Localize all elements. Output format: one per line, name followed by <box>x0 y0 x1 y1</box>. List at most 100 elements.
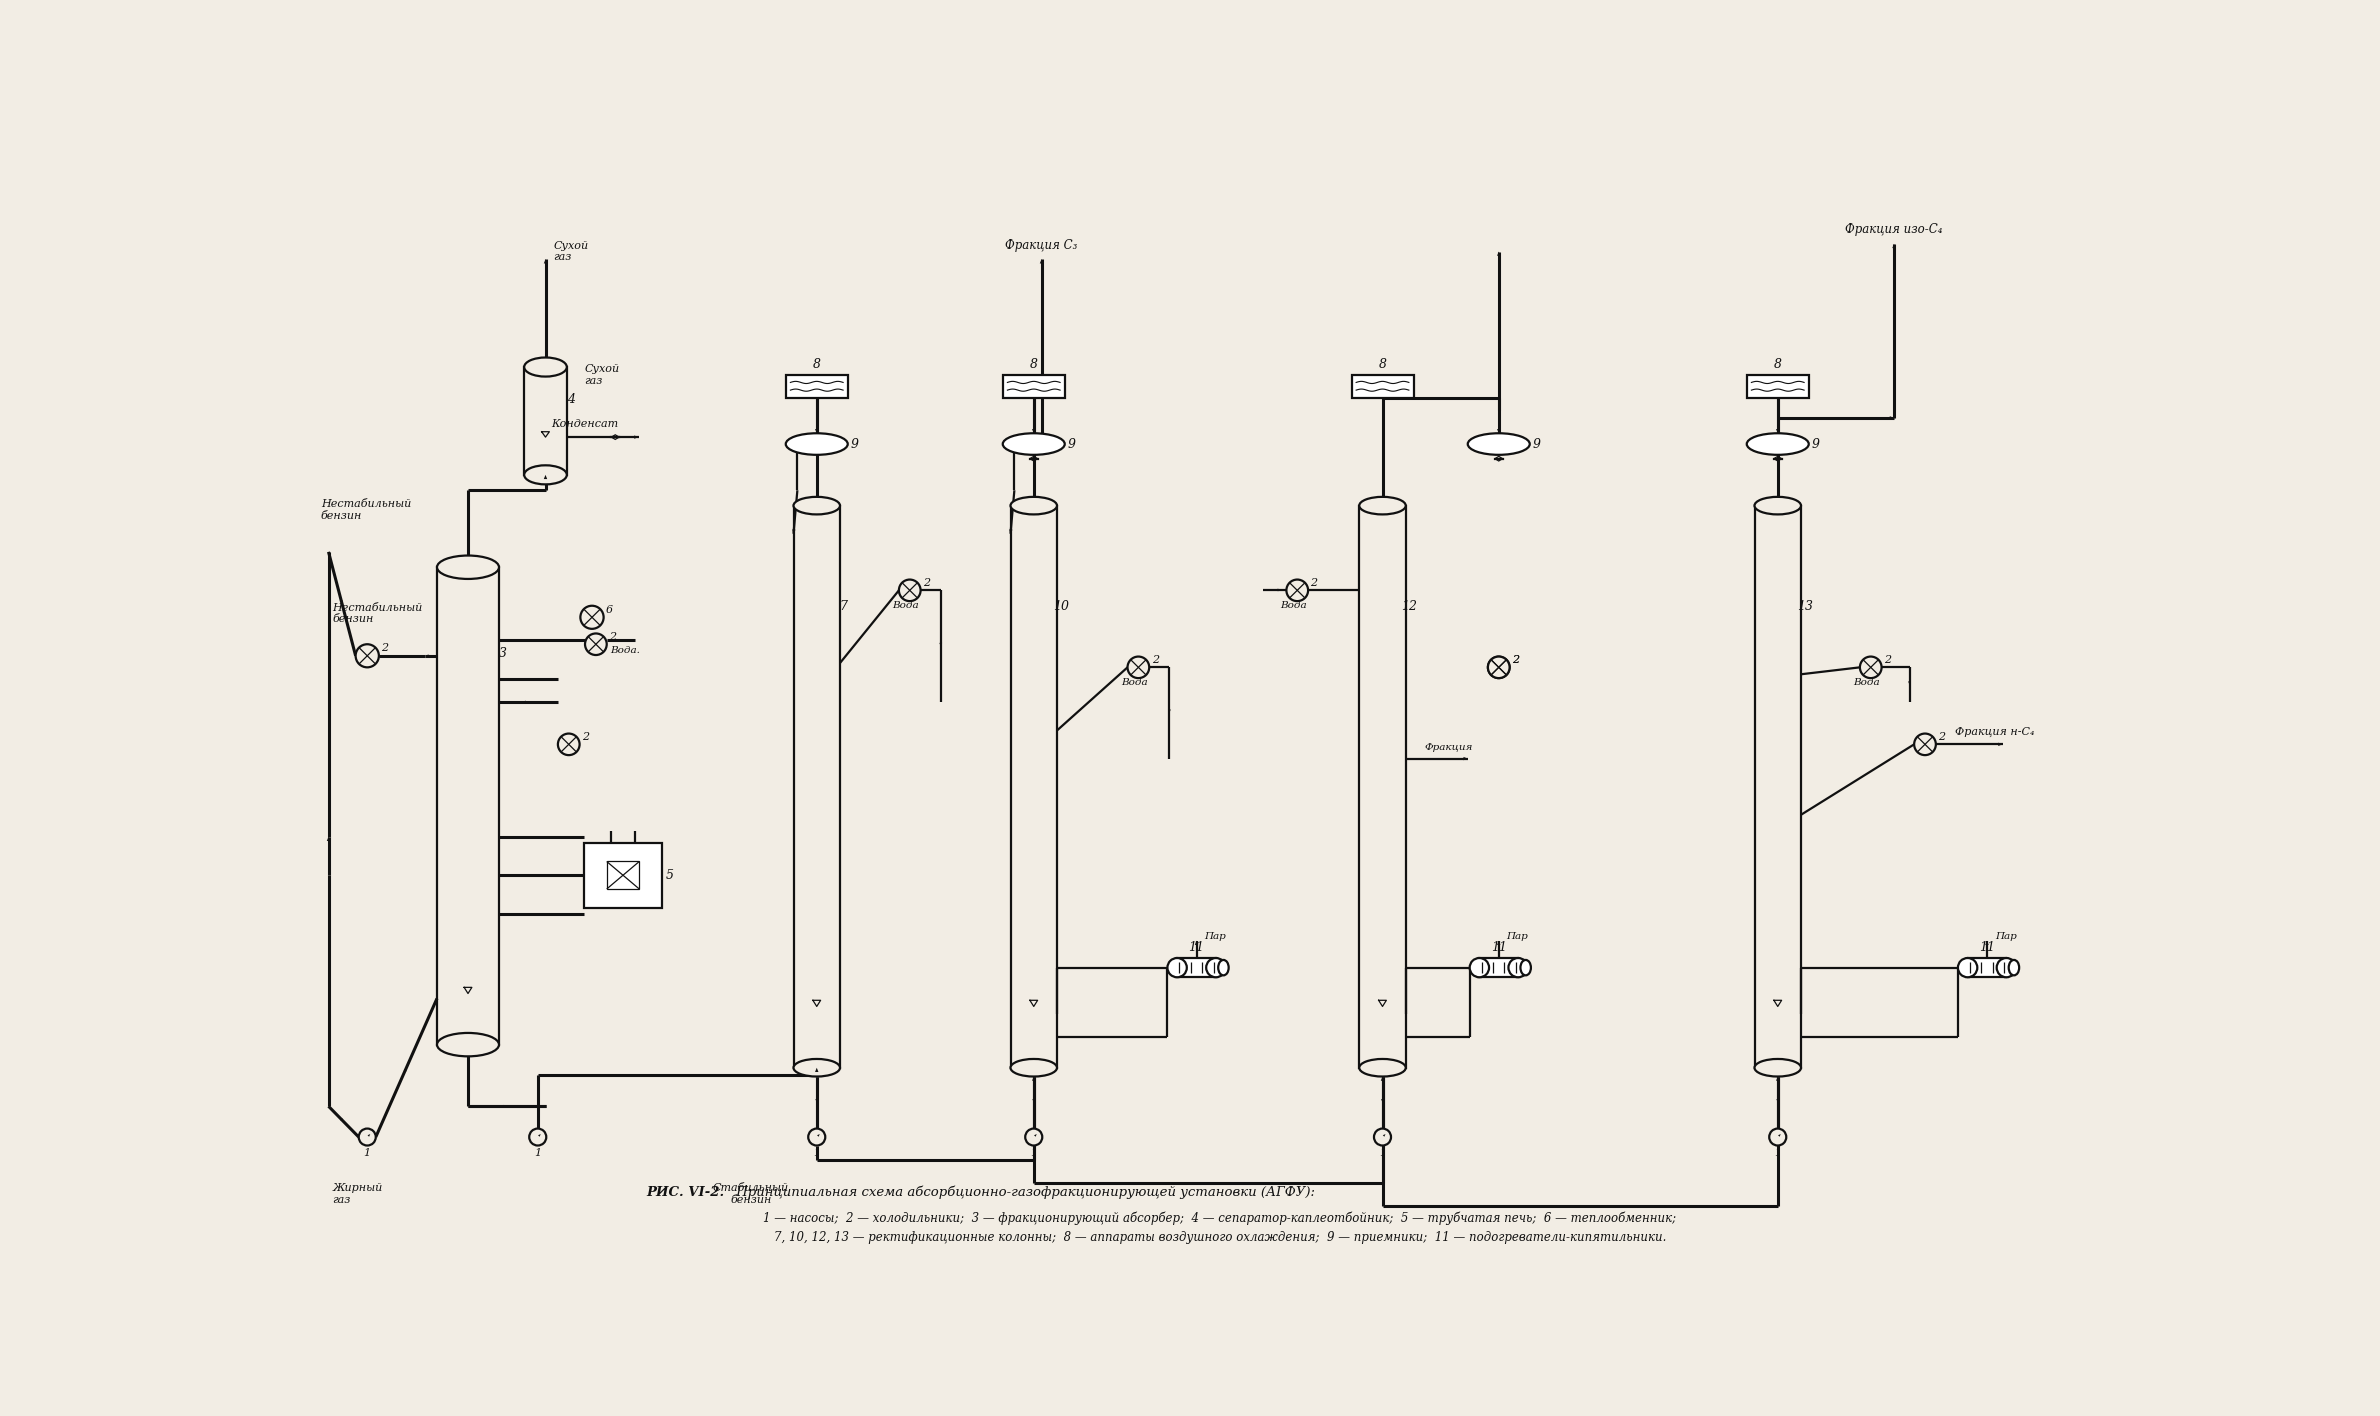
Text: 2: 2 <box>1311 578 1319 588</box>
Polygon shape <box>814 1068 819 1072</box>
Polygon shape <box>1497 429 1499 433</box>
Text: 2: 2 <box>609 632 616 641</box>
Text: 13: 13 <box>1797 600 1814 613</box>
Polygon shape <box>1909 681 1911 685</box>
Text: Фракция н-C₄: Фракция н-C₄ <box>1954 726 2035 736</box>
Text: 3: 3 <box>500 647 507 660</box>
Text: 1: 1 <box>533 1148 540 1158</box>
Polygon shape <box>793 530 795 534</box>
Circle shape <box>581 606 605 629</box>
Ellipse shape <box>524 357 566 377</box>
Ellipse shape <box>1468 433 1530 455</box>
Circle shape <box>359 1129 376 1146</box>
Circle shape <box>585 633 607 656</box>
Text: 2: 2 <box>1937 732 1944 742</box>
Text: 1: 1 <box>364 1148 371 1158</box>
Polygon shape <box>340 1119 343 1121</box>
Ellipse shape <box>1359 497 1407 514</box>
Text: Вода.: Вода. <box>609 646 640 654</box>
Ellipse shape <box>438 555 500 579</box>
Text: 11: 11 <box>1188 942 1204 954</box>
Text: 9: 9 <box>852 438 859 450</box>
Bar <box>1012 506 1057 1068</box>
Bar <box>793 506 840 1068</box>
Text: Стабильный
бензин: Стабильный бензин <box>714 1184 788 1205</box>
Text: 9: 9 <box>1069 438 1076 450</box>
Polygon shape <box>814 429 819 433</box>
Text: 6: 6 <box>607 605 614 615</box>
Polygon shape <box>1892 244 1897 248</box>
Polygon shape <box>367 1134 371 1137</box>
Ellipse shape <box>1002 433 1064 455</box>
Ellipse shape <box>1747 433 1809 455</box>
Text: Нестабильный
бензин: Нестабильный бензин <box>321 500 412 521</box>
Text: Вода: Вода <box>892 602 919 610</box>
Text: Нестабильный
бензин: Нестабильный бензин <box>333 603 424 624</box>
Polygon shape <box>1985 940 1990 944</box>
Circle shape <box>528 1129 547 1146</box>
Bar <box>1968 959 2006 977</box>
Bar <box>1754 506 1802 1068</box>
Polygon shape <box>1775 429 1780 433</box>
Ellipse shape <box>793 497 840 514</box>
Polygon shape <box>1778 1134 1780 1137</box>
Text: 11: 11 <box>1490 942 1507 954</box>
Polygon shape <box>1890 416 1894 419</box>
Polygon shape <box>543 474 547 479</box>
Ellipse shape <box>1521 960 1530 976</box>
Polygon shape <box>1383 1134 1385 1137</box>
Polygon shape <box>538 1134 540 1137</box>
Polygon shape <box>1195 940 1197 944</box>
Ellipse shape <box>1754 1059 1802 1076</box>
Circle shape <box>1488 657 1509 678</box>
Text: 2: 2 <box>1885 654 1892 664</box>
Polygon shape <box>526 701 528 704</box>
Text: 2: 2 <box>381 643 388 653</box>
Polygon shape <box>1033 1099 1035 1103</box>
Ellipse shape <box>1959 959 1978 977</box>
Bar <box>1352 375 1414 398</box>
Text: 9: 9 <box>1533 438 1540 450</box>
Polygon shape <box>1464 758 1468 760</box>
Text: РИС. VI-2.: РИС. VI-2. <box>647 1187 724 1199</box>
Polygon shape <box>1276 589 1278 592</box>
Text: 7: 7 <box>840 600 847 613</box>
Text: 9: 9 <box>1811 438 1821 450</box>
Text: 5: 5 <box>666 869 674 882</box>
Text: Фракция: Фракция <box>1423 743 1473 752</box>
Polygon shape <box>326 837 331 841</box>
Circle shape <box>1288 579 1309 602</box>
Text: 10: 10 <box>1052 600 1069 613</box>
Text: 12: 12 <box>1402 600 1418 613</box>
Text: Пар: Пар <box>1994 932 2016 942</box>
Polygon shape <box>428 654 431 657</box>
Text: 8: 8 <box>1378 358 1388 371</box>
Circle shape <box>557 733 581 755</box>
Circle shape <box>900 579 921 602</box>
Ellipse shape <box>1471 959 1490 977</box>
Ellipse shape <box>1207 959 1226 977</box>
Bar <box>1747 375 1809 398</box>
Polygon shape <box>1497 940 1499 944</box>
Ellipse shape <box>1509 959 1528 977</box>
Text: 1: 1 <box>1773 1148 1780 1158</box>
Text: 1 — насосы;  2 — холодильники;  3 — фракционирующий абсорбер;  4 — сепаратор-кап: 1 — насосы; 2 — холодильники; 3 — фракци… <box>764 1211 1676 1225</box>
Circle shape <box>1914 733 1935 755</box>
Text: 7, 10, 12, 13 — ректификационные колонны;  8 — аппараты воздушного охлаждения;  : 7, 10, 12, 13 — ректификационные колонны… <box>774 1231 1666 1243</box>
Bar <box>607 861 640 889</box>
Text: Пар: Пар <box>1507 932 1528 942</box>
Bar <box>1002 375 1064 398</box>
Polygon shape <box>1169 709 1171 714</box>
Polygon shape <box>816 1099 819 1103</box>
Bar <box>524 367 566 474</box>
Polygon shape <box>1380 1099 1383 1103</box>
Bar <box>785 375 847 398</box>
Polygon shape <box>505 1104 507 1107</box>
Text: Вода: Вода <box>1280 602 1307 610</box>
Polygon shape <box>1033 429 1035 433</box>
Text: 2: 2 <box>1511 654 1518 664</box>
Circle shape <box>1026 1129 1042 1146</box>
Polygon shape <box>816 1134 819 1137</box>
Polygon shape <box>1775 1099 1780 1103</box>
Text: 8: 8 <box>1031 358 1038 371</box>
